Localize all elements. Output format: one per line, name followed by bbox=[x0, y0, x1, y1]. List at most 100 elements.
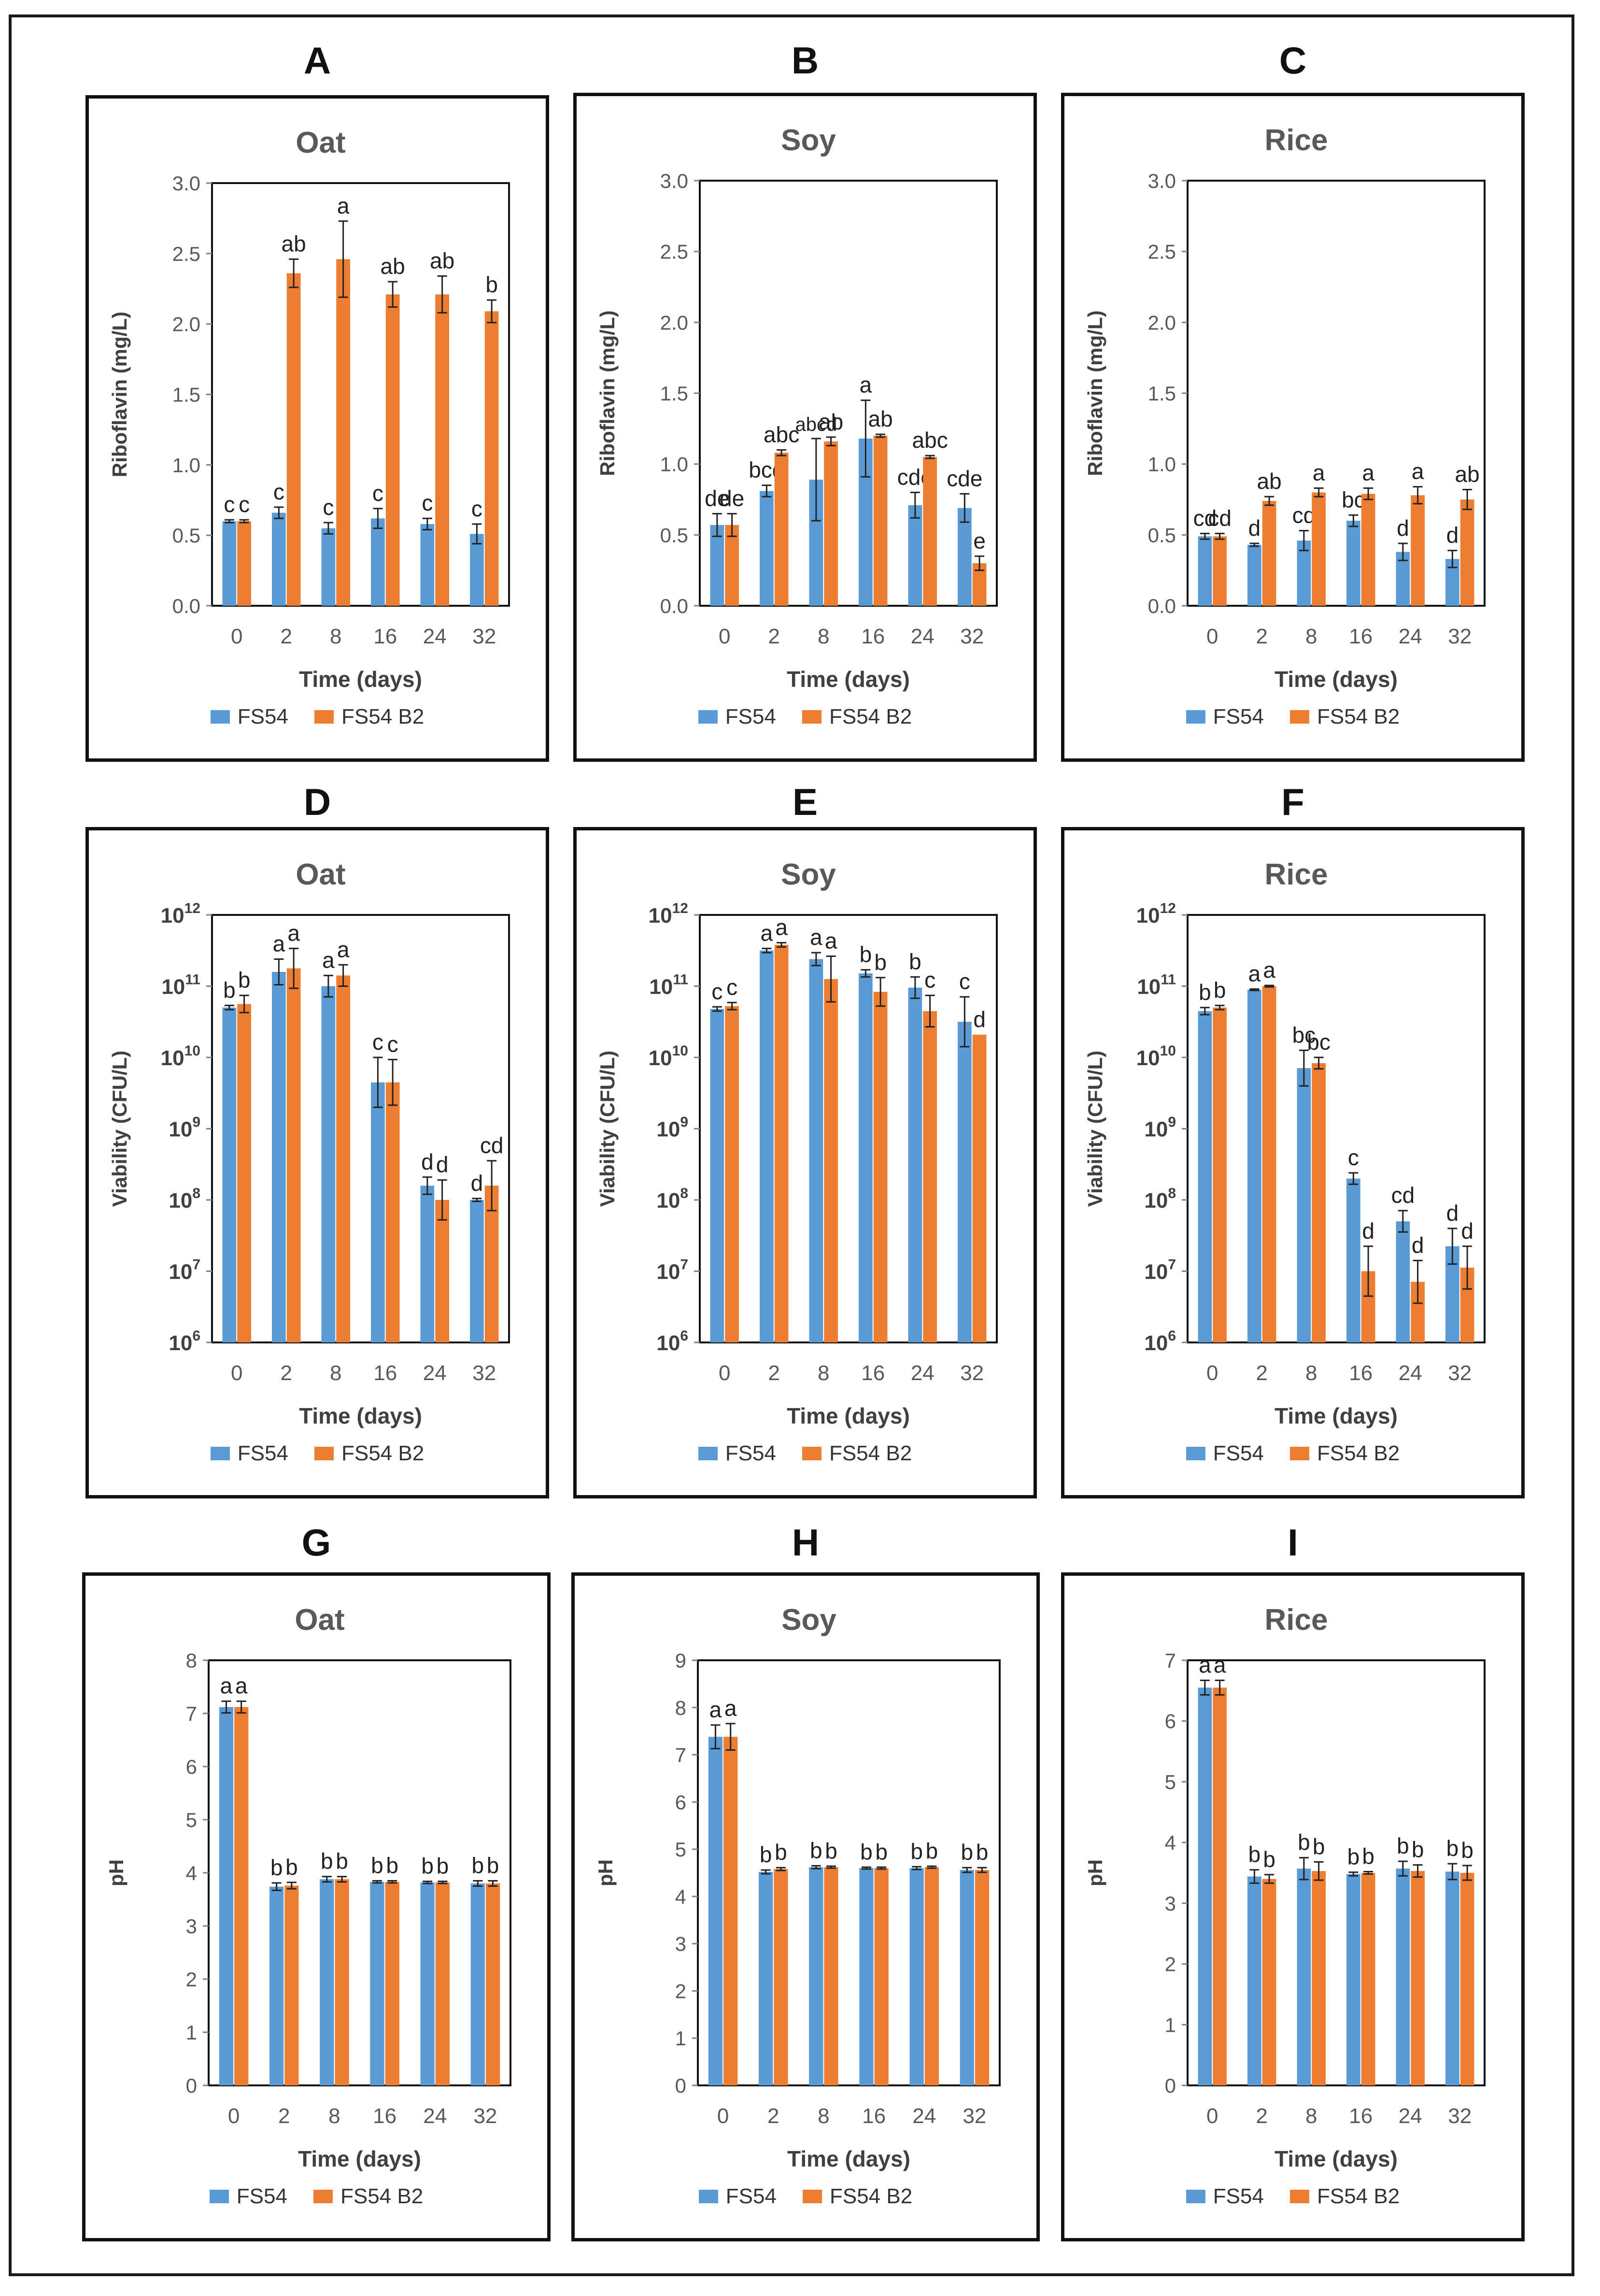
x-tick-label: 24 bbox=[911, 1361, 935, 1385]
significance-label: b bbox=[1248, 1842, 1261, 1867]
y-tick-label: 108 bbox=[656, 1185, 688, 1212]
x-axis-label: Time (days) bbox=[787, 2146, 910, 2171]
y-tick-label: 106 bbox=[1144, 1328, 1176, 1355]
significance-label: de bbox=[720, 485, 744, 511]
y-tick-label: 109 bbox=[656, 1114, 688, 1141]
y-tick-label: 2.5 bbox=[660, 241, 688, 263]
x-tick-label: 16 bbox=[862, 2104, 886, 2128]
significance-label: d bbox=[421, 1149, 434, 1174]
significance-label: b bbox=[285, 1854, 298, 1880]
bar-fs54-b2 bbox=[485, 1883, 500, 2085]
bar-fs54-b2 bbox=[975, 1870, 990, 2085]
legend-swatch bbox=[1186, 1447, 1205, 1460]
y-tick-label: 106 bbox=[656, 1328, 688, 1355]
bar-fs54 bbox=[420, 1185, 435, 1342]
y-tick-label: 6 bbox=[186, 1755, 197, 1778]
chart-title: Rice bbox=[1265, 1603, 1328, 1637]
bar-fs54-b2 bbox=[1411, 1871, 1425, 2085]
legend-fs54: FS54 bbox=[698, 1441, 776, 1466]
x-tick-label: 32 bbox=[963, 2104, 986, 2128]
chart-legend: FS54 FS54 B2 bbox=[575, 2184, 1036, 2209]
significance-label: c bbox=[239, 492, 250, 517]
panel-letter-e: E bbox=[792, 781, 818, 823]
legend-label: FS54 B2 bbox=[1317, 1441, 1400, 1465]
chart-title: Soy bbox=[781, 1603, 836, 1637]
chart-panel-b: Soy 0.0 0.5 1.0 1.5 2.0 2.5 3.0 Riboflavin (mg/L… bbox=[573, 93, 1037, 762]
x-tick-label: 24 bbox=[1399, 1361, 1422, 1385]
significance-label: b bbox=[860, 1839, 873, 1864]
panel-letter-c: C bbox=[1279, 39, 1307, 82]
bar-fs54 bbox=[908, 505, 922, 606]
x-tick-label: 16 bbox=[373, 625, 397, 648]
x-tick-label: 8 bbox=[818, 625, 829, 648]
y-tick-label: 0.5 bbox=[660, 524, 688, 546]
significance-label: a bbox=[1214, 1652, 1226, 1677]
y-tick-label: 3 bbox=[1165, 1892, 1176, 1915]
y-axis-label: Viability (CFU/L) bbox=[1084, 1051, 1106, 1207]
bar-fs54-b2 bbox=[1213, 1007, 1227, 1342]
y-tick-label: 4 bbox=[186, 1862, 197, 1884]
significance-label: e bbox=[973, 528, 986, 553]
y-tick-label: 7 bbox=[186, 1702, 197, 1725]
y-tick-label: 1.0 bbox=[660, 453, 688, 476]
bar-fs54-b2 bbox=[972, 1034, 987, 1342]
bar-fs54 bbox=[1247, 989, 1261, 1342]
significance-label: ab bbox=[1257, 469, 1282, 494]
legend-label: FS54 bbox=[237, 1441, 288, 1465]
y-tick-label: 8 bbox=[675, 1697, 686, 1719]
chart-legend: FS54 FS54 B2 bbox=[1064, 2184, 1521, 2209]
legend-label: FS54 bbox=[1213, 2184, 1264, 2208]
bar-fs54 bbox=[809, 1867, 823, 2085]
legend-swatch bbox=[1186, 2190, 1205, 2203]
y-tick-label: 1 bbox=[1165, 2013, 1176, 2036]
significance-label: c bbox=[471, 496, 482, 521]
significance-label: b bbox=[1263, 1847, 1275, 1872]
significance-label: a bbox=[287, 920, 300, 945]
x-tick-label: 2 bbox=[1256, 1361, 1268, 1385]
significance-label: a bbox=[1248, 961, 1261, 986]
y-axis-label: pH bbox=[1084, 1859, 1106, 1886]
bar-fs54-b2 bbox=[1460, 499, 1474, 606]
bar-fs54-b2 bbox=[725, 525, 739, 606]
chart-title: Soy bbox=[781, 858, 836, 891]
plot-frame bbox=[208, 1659, 511, 2086]
significance-label: ab bbox=[282, 231, 306, 257]
bar-fs54 bbox=[470, 1200, 484, 1342]
panel-letter-b: B bbox=[791, 39, 819, 82]
x-tick-label: 0 bbox=[719, 1361, 730, 1385]
significance-label: abcd bbox=[795, 414, 837, 435]
x-axis-label: Time (days) bbox=[1274, 667, 1398, 692]
y-tick-label: 0.0 bbox=[1148, 595, 1176, 617]
y-tick-label: 2.0 bbox=[172, 313, 200, 336]
bar-fs54-b2 bbox=[484, 1185, 499, 1342]
y-tick-label: 1011 bbox=[649, 972, 688, 999]
significance-label: b bbox=[909, 949, 921, 974]
legend-label: FS54 bbox=[725, 2184, 777, 2208]
significance-label: b bbox=[223, 977, 236, 1002]
panel-letter-h: H bbox=[792, 1521, 820, 1564]
bar-fs54-b2 bbox=[824, 979, 838, 1342]
x-tick-label: 8 bbox=[328, 2104, 340, 2128]
bar-fs54-b2 bbox=[336, 975, 350, 1342]
bar-fs54-b2 bbox=[923, 1011, 937, 1342]
y-tick-label: 0.5 bbox=[172, 524, 200, 547]
bar-fs54 bbox=[222, 521, 237, 606]
bar-fs54-b2 bbox=[774, 453, 789, 606]
bar-fs54 bbox=[370, 1882, 384, 2085]
significance-label: c bbox=[273, 479, 284, 504]
bar-fs54-b2 bbox=[1411, 495, 1425, 606]
chart-legend: FS54 FS54 B2 bbox=[89, 1441, 546, 1466]
legend-fs54: FS54 bbox=[1186, 2184, 1264, 2209]
bar-fs54-b2 bbox=[924, 1867, 939, 2085]
significance-label: b bbox=[825, 1838, 837, 1863]
significance-label: a bbox=[337, 937, 350, 962]
chart-panel-f: Rice 106 107 108 109 1010 1011 1012 Viability (C… bbox=[1061, 827, 1525, 1498]
y-tick-label: 7 bbox=[1165, 1649, 1176, 1672]
x-axis-label: Time (days) bbox=[787, 667, 910, 692]
x-axis-label: Time (days) bbox=[1274, 2146, 1398, 2171]
significance-label: bc bbox=[1342, 487, 1365, 512]
legend-label: FS54 bbox=[237, 705, 288, 728]
x-tick-label: 8 bbox=[818, 1361, 829, 1385]
x-tick-label: 2 bbox=[281, 1361, 292, 1385]
chart-svg: Oat 0.0 0.5 1.0 1.5 2.0 2.5 3.0 Riboflavin (mg/L… bbox=[108, 126, 510, 692]
